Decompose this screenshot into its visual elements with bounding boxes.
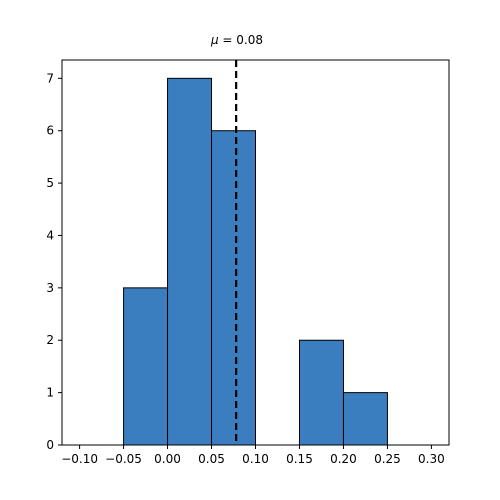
histogram-bar-2 [167,77,213,446]
y-tick-label: 1 [46,386,54,400]
x-tick-label: 0.15 [286,452,313,466]
x-tick-label: 0.20 [330,452,357,466]
y-tick-label: 2 [46,333,54,347]
y-tick-label: 7 [46,71,54,85]
histogram-bar-3 [211,130,256,446]
y-axis: 0 1 2 3 4 5 6 7 [46,71,62,452]
chart-title: μ = 0.08 [210,33,263,47]
x-tick-label: −0.05 [105,452,142,466]
x-tick-label: 0.30 [418,452,445,466]
histogram-bar-4 [298,339,344,446]
x-tick-label: 0.10 [242,452,269,466]
y-tick-label: 4 [46,228,54,242]
y-tick-label: 3 [46,281,54,295]
chart-title-symbol: μ [210,33,219,47]
x-axis: −0.10 −0.05 0.00 0.05 0.10 0.15 0.20 0.25 0.30 [61,445,445,466]
y-tick-label: 6 [46,124,54,138]
y-tick-label: 5 [46,176,54,190]
x-tick-label: 0.25 [374,452,401,466]
x-tick-label: 0.00 [154,452,181,466]
histogram-bars [123,77,388,446]
histogram-bar-1 [123,287,169,446]
y-tick-label: 0 [46,438,54,452]
x-tick-label: 0.05 [198,452,225,466]
chart-title-value: = 0.08 [219,33,263,47]
x-tick-label: −0.10 [61,452,98,466]
histogram-bar-5 [342,392,388,446]
